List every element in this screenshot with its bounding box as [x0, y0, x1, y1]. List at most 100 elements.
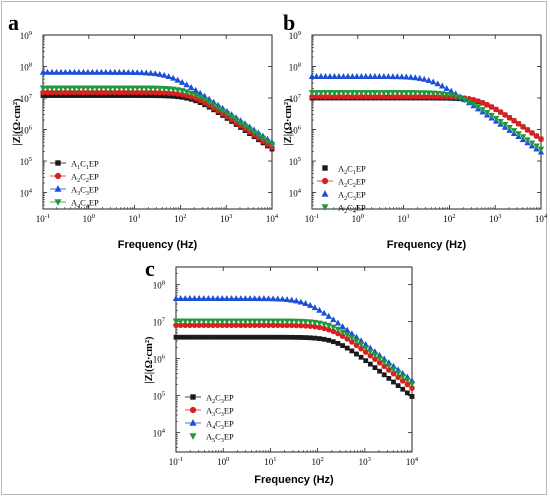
data-point [321, 336, 327, 342]
data-point [201, 334, 207, 340]
data-point [266, 334, 271, 340]
data-point [331, 73, 338, 79]
x-tick-label: 103 [489, 213, 501, 224]
legend-label: A2C2EP [71, 172, 99, 185]
x-tick-label: 100 [352, 213, 364, 224]
data-point [243, 334, 248, 340]
x-tick-label: 101 [128, 213, 140, 224]
data-point [533, 143, 540, 150]
y-tick-label: 108 [20, 62, 32, 73]
data-point [363, 358, 369, 364]
data-point [538, 136, 544, 142]
legend-label: A2C1EP [338, 164, 366, 177]
data-point [39, 68, 47, 75]
data-point [403, 90, 410, 97]
data-point [269, 295, 277, 302]
data-point [344, 345, 350, 351]
data-point [439, 91, 446, 98]
x-axis-title: Frequency (Hz) [118, 239, 198, 251]
data-point [288, 296, 295, 303]
data-point [340, 90, 347, 96]
legend-marker [321, 204, 329, 211]
data-point [385, 363, 393, 370]
data-point [186, 318, 194, 325]
data-point [232, 117, 240, 124]
data-point [407, 90, 414, 97]
data-point [268, 142, 276, 148]
data-point [111, 85, 119, 92]
panel-label: b [283, 10, 295, 35]
data-point [371, 90, 379, 96]
data-point [483, 109, 491, 116]
data-point [434, 90, 441, 97]
legend-marker [54, 172, 62, 180]
data-point [279, 318, 286, 325]
data-point [53, 85, 60, 92]
data-point [102, 68, 110, 75]
data-point [242, 318, 249, 325]
data-point [313, 73, 320, 79]
data-point [260, 318, 268, 325]
data-point [488, 112, 495, 119]
data-point [182, 318, 189, 325]
data-point [205, 295, 212, 301]
data-point [335, 73, 343, 79]
data-point [515, 121, 522, 127]
legend-marker [54, 199, 62, 206]
data-point [447, 92, 455, 99]
x-tick-label: 102 [174, 213, 186, 224]
x-axis-title: Frequency (Hz) [254, 474, 334, 486]
data-point [264, 138, 271, 145]
data-point [205, 334, 211, 340]
data-point [170, 86, 177, 93]
data-point [161, 71, 168, 78]
data-point [470, 101, 477, 108]
data-point [228, 295, 235, 301]
y-axis-title: |Z|(Ω·cm²) [144, 336, 155, 384]
y-tick-label: 108 [289, 62, 301, 73]
data-point [219, 295, 226, 301]
data-point [421, 90, 428, 97]
data-point [394, 370, 402, 377]
data-point [280, 334, 285, 340]
data-point [344, 73, 352, 79]
data-point [307, 335, 313, 341]
data-point [98, 85, 105, 92]
data-point [400, 386, 406, 392]
data-point [265, 295, 272, 302]
legend-label: A4C3EP [206, 419, 234, 432]
data-point [143, 85, 150, 92]
data-point [84, 85, 92, 92]
data-point [322, 90, 329, 96]
panel-label: a [8, 10, 19, 35]
data-point [326, 337, 332, 343]
data-point [344, 90, 352, 96]
data-point [348, 330, 356, 337]
data-point [62, 85, 69, 92]
data-point [334, 326, 342, 333]
data-point [75, 85, 83, 92]
data-point [228, 114, 235, 121]
data-point [66, 68, 74, 75]
data-point [524, 137, 531, 144]
data-point [408, 381, 416, 388]
data-point [317, 90, 325, 96]
data-point [312, 335, 318, 341]
data-point [367, 73, 374, 79]
series-triangle-down [172, 318, 416, 388]
data-point [270, 334, 276, 340]
x-tick-label: 101 [397, 213, 409, 224]
data-point [317, 336, 322, 342]
data-point [93, 85, 101, 92]
data-point [44, 68, 51, 75]
data-point [89, 85, 96, 92]
data-point [228, 318, 235, 325]
data-point [173, 334, 179, 340]
series-line [42, 72, 273, 143]
data-point [331, 90, 338, 96]
data-point [412, 90, 419, 97]
data-point [48, 68, 56, 75]
data-point [416, 74, 423, 81]
data-point [172, 295, 180, 301]
